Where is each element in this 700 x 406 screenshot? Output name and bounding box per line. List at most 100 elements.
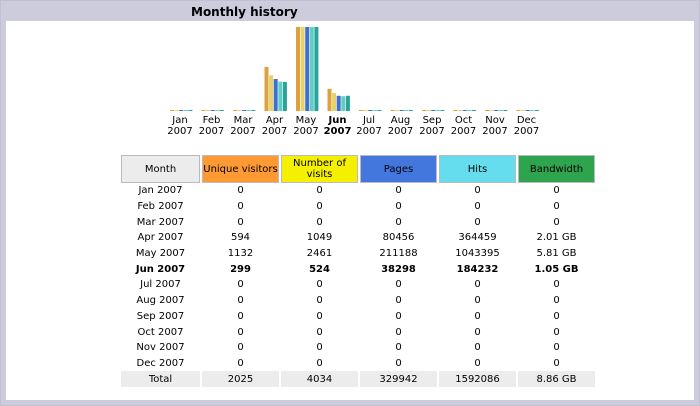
cell-total-bandwidth: 8.86 GB: [518, 371, 595, 387]
table-row: Sep 2007 0 0 0 0 0: [121, 309, 595, 325]
cell-unique: 0: [237, 326, 244, 338]
col-visits-header: Number of visits: [281, 155, 358, 183]
cell-bandwidth: 0: [553, 279, 560, 291]
cell-pages: 0: [395, 326, 402, 338]
cell-hits: 184232: [456, 263, 499, 275]
bar-bandwidth-8: [440, 110, 445, 111]
bar-hits-2: [246, 110, 251, 111]
cell-unique: 0: [237, 295, 244, 307]
cell-hits: 0: [474, 279, 481, 291]
bar-bandwidth-11: [534, 110, 539, 111]
bar-bandwidth-6: [377, 110, 382, 111]
cell-hits: 0: [474, 326, 481, 338]
x-label-month: Jun: [328, 115, 347, 126]
cell-month: Jan 2007: [138, 185, 183, 197]
bar-unique-8: [422, 110, 426, 111]
bar-visits-8: [426, 110, 431, 111]
x-label-year: 2007: [261, 126, 288, 137]
cell-unique: 0: [237, 201, 244, 213]
cell-bandwidth: 0: [553, 310, 560, 322]
cell-total-visits: 4034: [281, 371, 358, 387]
bar-hits-7: [404, 110, 409, 111]
col-hits-header: Hits: [439, 155, 516, 183]
cell-hits: 1043395: [455, 248, 500, 260]
x-label-month: Jul: [362, 115, 376, 126]
cell-bandwidth: 0: [553, 342, 560, 354]
bar-visits-11: [521, 110, 526, 111]
cell-unique: 0: [237, 185, 244, 197]
x-label-year: 2007: [513, 126, 540, 137]
cell-total-label: Total: [121, 371, 200, 387]
cell-pages: 0: [395, 216, 402, 228]
cell-pages: 0: [395, 357, 402, 369]
bar-visits-6: [363, 110, 368, 111]
x-axis-label: Nov 2007: [479, 115, 511, 137]
bar-bandwidth-4: [314, 27, 319, 111]
cell-month: Apr 2007: [137, 232, 184, 244]
cell-month: Jun 2007: [135, 263, 186, 275]
cell-visits: 1049: [306, 232, 333, 244]
cell-visits: 0: [316, 326, 323, 338]
x-axis-label: May 2007: [290, 115, 322, 137]
table-header-row: Month Unique visitors Number of visits P…: [121, 155, 595, 183]
cell-visits: 524: [309, 263, 330, 275]
bar-pages-4: [305, 27, 310, 111]
cell-hits: 0: [474, 357, 481, 369]
bar-bandwidth-10: [503, 110, 508, 111]
cell-pages: 0: [395, 310, 402, 322]
bar-hits-3: [278, 81, 283, 111]
cell-month: Oct 2007: [137, 326, 184, 338]
cell-visits: 0: [316, 185, 323, 197]
bar-visits-0: [174, 110, 179, 111]
bar-unique-3: [264, 66, 269, 111]
bar-hits-8: [435, 110, 440, 111]
cell-pages: 80456: [382, 232, 415, 244]
bar-bandwidth-9: [471, 110, 476, 111]
cell-total-hits: 1592086: [439, 371, 516, 387]
bar-bandwidth-0: [188, 110, 193, 111]
cell-hits: 0: [474, 185, 481, 197]
cell-unique: 1132: [227, 248, 254, 260]
cell-pages: 38298: [381, 263, 416, 275]
cell-visits: 0: [316, 357, 323, 369]
cell-unique: 0: [237, 342, 244, 354]
cell-hits: 0: [474, 310, 481, 322]
col-bandwidth-header: Bandwidth: [518, 155, 595, 183]
bar-hits-5: [341, 96, 346, 111]
bar-hits-10: [498, 110, 503, 111]
cell-bandwidth: 0: [553, 295, 560, 307]
bar-visits-4: [300, 27, 305, 111]
x-label-month: May: [295, 115, 317, 126]
x-axis-label: Oct 2007: [448, 115, 480, 137]
table-row: Aug 2007 0 0 0 0 0: [121, 293, 595, 309]
cell-bandwidth: 0: [553, 326, 560, 338]
x-label-year: 2007: [293, 126, 319, 137]
bar-unique-11: [516, 110, 521, 111]
x-label-month: Oct: [454, 115, 473, 126]
cell-month: Feb 2007: [137, 201, 184, 213]
bar-visits-3: [269, 75, 274, 111]
bar-hits-11: [530, 110, 535, 111]
title-tab: [6, 4, 200, 20]
cell-bandwidth: 2.01 GB: [536, 232, 577, 244]
cell-pages: 0: [395, 342, 402, 354]
x-label-month: Mar: [233, 115, 253, 126]
cell-unique: 0: [237, 310, 244, 322]
cell-pages: 211188: [379, 248, 418, 260]
cell-visits: 0: [316, 295, 323, 307]
table-row-current-month: Jun 2007 299 524 38298 184232 1.05 GB: [121, 261, 595, 277]
table-row: Oct 2007 0 0 0 0 0: [121, 324, 595, 340]
bar-hits-1: [215, 110, 220, 111]
x-label-month: Dec: [516, 115, 537, 126]
table-row: May 2007 1132 2461 211188 1043395 5.81 G…: [121, 246, 595, 262]
monthly-history-table: Month Unique visitors Number of visits P…: [119, 155, 597, 387]
bar-pages-8: [431, 110, 436, 111]
x-label-month: Sep: [422, 115, 442, 126]
x-axis-label: Mar 2007: [227, 115, 259, 137]
x-label-month: Nov: [485, 115, 505, 126]
cell-month: Aug 2007: [136, 295, 185, 307]
table-row: Dec 2007 0 0 0 0 0: [121, 356, 595, 372]
bar-pages-7: [399, 110, 404, 111]
bar-unique-10: [485, 110, 489, 111]
x-label-year: 2007: [167, 126, 193, 137]
